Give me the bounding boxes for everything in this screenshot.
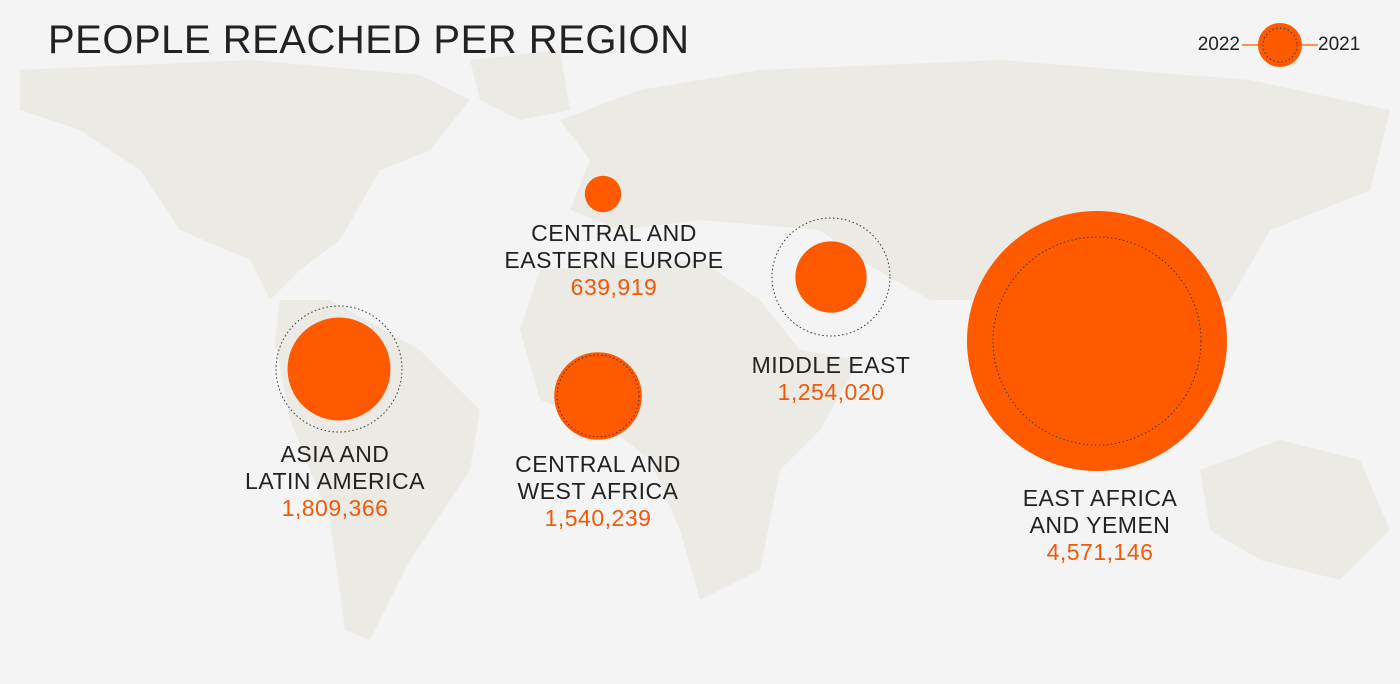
bubble: [967, 211, 1227, 471]
region-label-group: CENTRAL AND EASTERN EUROPE 639,919: [504, 220, 723, 301]
bubble-ring: [771, 217, 891, 337]
region-label-group: MIDDLE EAST 1,254,020: [752, 352, 911, 406]
region-label-group: CENTRAL AND WEST AFRICA 1,540,239: [515, 451, 681, 532]
bubble: [795, 241, 867, 313]
bubble-ring: [556, 354, 640, 438]
region-name: ASIA AND LATIN AMERICA: [245, 441, 425, 494]
value-label: 1,254,020: [777, 379, 885, 405]
legend-label: 2022: [1198, 34, 1240, 55]
value-label: 639,919: [570, 274, 658, 300]
region-name: CENTRAL AND WEST AFRICA: [515, 451, 681, 504]
legend-swatch: [1258, 23, 1302, 67]
legend-label: 2021: [1318, 34, 1360, 55]
chart-title: PEOPLE REACHED PER REGION: [48, 18, 690, 62]
region-label-group: ASIA AND LATIN AMERICA 1,809,366: [245, 441, 425, 522]
bubble: [554, 352, 642, 440]
region-name: CENTRAL AND EASTERN EUROPE: [504, 220, 724, 273]
region-name: EAST AFRICA AND YEMEN: [1022, 485, 1178, 538]
bubble-ring: [992, 236, 1202, 446]
legend-ring: [1262, 27, 1298, 63]
value-label: 1,809,366: [281, 495, 389, 521]
bubble: [287, 317, 391, 421]
legend: 2022 2021: [1198, 23, 1360, 67]
bubble-ring: [275, 305, 403, 433]
region-name: MIDDLE EAST: [751, 352, 911, 378]
value-label: 4,571,146: [1046, 539, 1154, 565]
region-label-group: EAST AFRICA AND YEMEN 4,571,146: [1023, 485, 1178, 566]
bubble: [584, 175, 622, 213]
value-label: 1,540,239: [544, 505, 652, 531]
